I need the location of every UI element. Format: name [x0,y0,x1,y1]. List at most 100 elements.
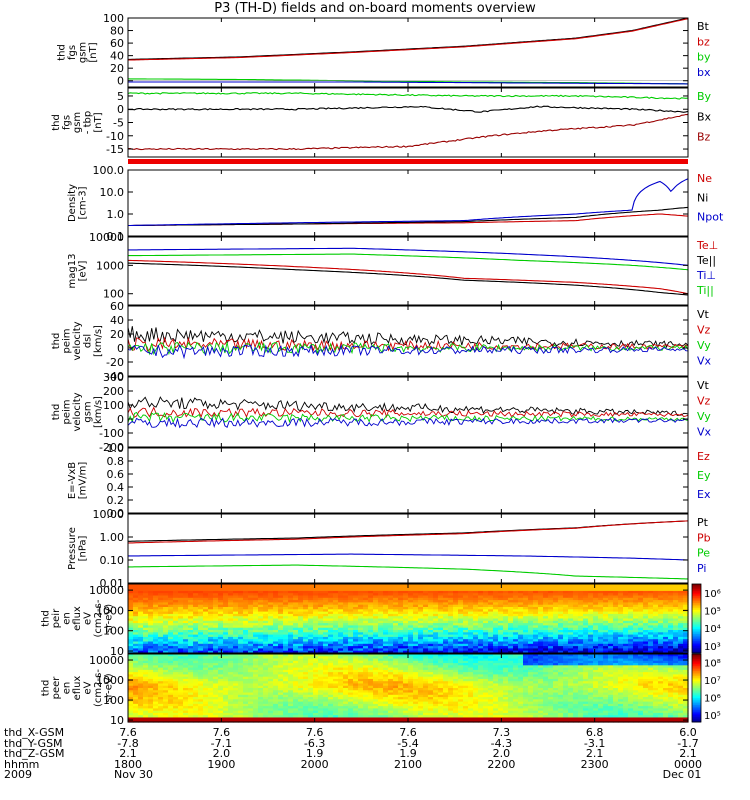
heatmap-cell [278,604,284,608]
heatmap-cell [288,627,294,631]
heatmap-cell [313,593,319,597]
heatmap-cell [513,632,519,636]
heatmap-cell [338,590,344,594]
heatmap-cell [153,613,159,617]
heatmap-cell [528,586,534,590]
heatmap-cell [268,710,274,714]
heatmap-cell [223,639,229,643]
heatmap-cell [203,590,209,594]
heatmap-cell [408,609,414,613]
heatmap-cell [638,650,644,654]
heatmap-cell [308,712,314,716]
heatmap-cell [548,600,554,603]
heatmap-cell [203,678,209,682]
heatmap-cell [283,593,289,597]
heatmap-cell [628,636,634,640]
heatmap-cell [443,650,449,654]
heatmap-cell [608,593,614,597]
heatmap-cell [318,676,324,680]
heatmap-cell [588,597,594,601]
heatmap-cell [303,660,309,664]
heatmap-cell [198,681,204,685]
heatmap-cell [213,650,219,654]
heatmap-cell [268,648,274,652]
heatmap-cell [298,632,304,636]
heatmap-cell [243,618,249,622]
heatmap-cell [288,604,294,608]
heatmap-cell [313,669,319,673]
heatmap-cell [628,593,634,597]
heatmap-cell [313,681,319,685]
heatmap-cell [403,597,409,601]
y-tick-label: 0.1 [107,230,125,243]
heatmap-cell [283,625,289,629]
heatmap-cell [258,712,264,716]
heatmap-cell [313,602,319,606]
heatmap-cell [303,674,309,678]
heatmap-cell [243,683,249,687]
heatmap-cell [408,597,414,601]
heatmap-cell [563,602,569,606]
heatmap-cell [683,590,689,594]
heatmap-cell [143,692,149,696]
heatmap-cell [313,672,319,675]
heatmap-cell [323,690,329,694]
heatmap-cell [193,627,199,631]
heatmap-cell [308,674,314,678]
heatmap-cell [163,708,169,712]
heatmap-cell [273,665,279,669]
heatmap-cell [383,646,389,649]
heatmap-cell [163,643,169,647]
heatmap-cell [188,681,194,685]
heatmap-cell [598,620,604,624]
heatmap-cell [388,602,394,606]
heatmap-cell [563,595,569,599]
heatmap-cell [273,593,279,597]
heatmap-cell [333,604,339,608]
heatmap-cell [373,634,379,638]
heatmap-cell [333,618,339,622]
heatmap-cell [383,650,389,654]
heatmap-cell [588,643,594,647]
heatmap-cell [248,676,254,680]
colorbar-swatch [692,594,701,597]
heatmap-cell [308,694,314,698]
heatmap-cell [428,607,434,610]
heatmap-cell [213,656,219,660]
heatmap-cell [613,634,619,638]
heatmap-cell [133,625,139,629]
heatmap-cell [278,586,284,590]
heatmap-cell [573,590,579,594]
heatmap-cell [483,590,489,594]
heatmap-cell [153,595,159,599]
heatmap-cell [513,625,519,629]
heatmap-cell [153,681,159,685]
heatmap-cell [333,630,339,633]
heatmap-cell [273,588,279,592]
heatmap-cell [173,607,179,610]
heatmap-cell [558,623,564,626]
heatmap-cell [388,616,394,620]
heatmap-cell [178,683,184,687]
heatmap-cell [623,623,629,626]
heatmap-cell [318,623,324,626]
heatmap-cell [323,618,329,622]
heatmap-cell [193,618,199,622]
heatmap-cell [248,586,254,590]
heatmap-cell [173,632,179,636]
heatmap-cell [428,611,434,615]
heatmap-cell [353,584,359,587]
heatmap-cell [273,646,279,649]
heatmap-cell [358,648,364,652]
heatmap-cell [478,586,484,590]
heatmap-cell [208,639,214,643]
heatmap-cell [253,688,259,691]
heatmap-cell [463,639,469,643]
colorbar-swatch [692,651,701,654]
heatmap-cell [288,597,294,601]
heatmap-cell [413,600,419,603]
heatmap-cell [668,639,674,643]
heatmap-cell [248,706,254,709]
heatmap-cell [148,688,154,691]
heatmap-cell [513,648,519,652]
